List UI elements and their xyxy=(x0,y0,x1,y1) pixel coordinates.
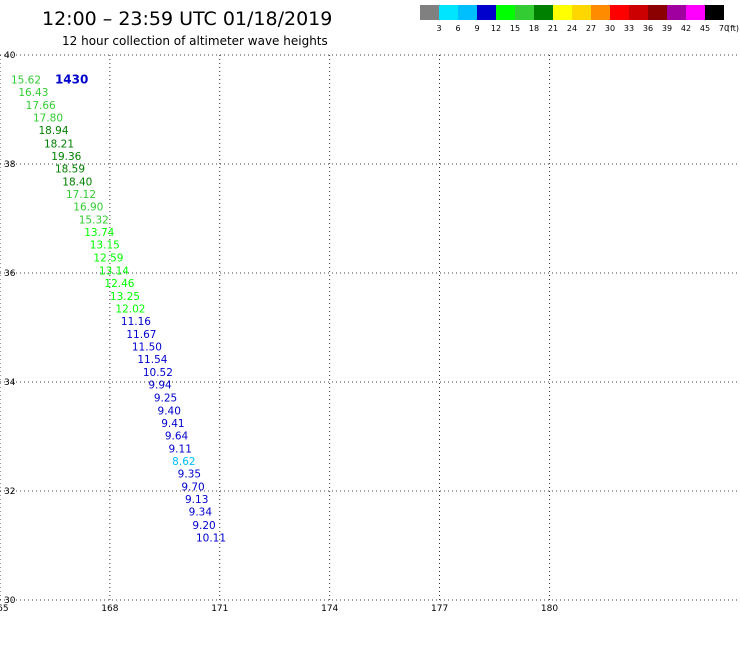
legend-bin-label: 42 xyxy=(681,24,691,33)
swh-point-label: 15.32 xyxy=(79,215,109,227)
legend-bin-label: 39 xyxy=(662,24,672,33)
swh-point-label: 9.40 xyxy=(158,405,181,417)
swh-point-label: 11.16 xyxy=(121,316,151,328)
axis-labels: 40 38 36 34 32 30165 168 171 174 177 180 xyxy=(0,51,558,614)
color-legend: 3 6 9 12 15 18 21 24 27 30 33 36 39 42 45 70(ft) xyxy=(420,5,739,33)
swh-point-label: 13.14 xyxy=(99,265,129,277)
swh-point-label: 9.20 xyxy=(192,520,215,532)
swh-point-label: 11.54 xyxy=(137,354,167,366)
swh-point-label: 9.41 xyxy=(161,418,184,430)
swh-point-label: 12.02 xyxy=(115,303,145,315)
swh-point-label: 17.80 xyxy=(33,113,63,125)
swh-point-label: 18.59 xyxy=(55,163,85,175)
swh-point-label: 10.52 xyxy=(143,367,173,379)
legend-swatch xyxy=(610,5,629,20)
longitude-label: 171 xyxy=(211,604,228,614)
legend-swatch xyxy=(686,5,705,20)
legend-swatch xyxy=(667,5,686,20)
swh-point-label: 13.25 xyxy=(110,291,140,303)
legend-bin-label: 45 xyxy=(700,24,710,33)
legend-bin-label: 33 xyxy=(624,24,634,33)
latitude-label: 40 xyxy=(4,51,16,61)
legend-bin-label: 70 xyxy=(719,24,729,33)
page-subtitle: 12 hour collection of altimeter wave hei… xyxy=(62,34,328,48)
swh-point-label: 9.70 xyxy=(181,482,204,494)
legend-bin-label: 3 xyxy=(436,24,441,33)
swh-point-label: 16.43 xyxy=(18,87,48,99)
pass-time-label: 1430 xyxy=(55,73,88,87)
swh-point-label: 11.67 xyxy=(126,329,156,341)
longitude-label: 168 xyxy=(101,604,118,614)
swh-point-label: 9.64 xyxy=(165,430,189,442)
swh-point-label: 15.62 xyxy=(11,75,41,87)
legend-swatch xyxy=(705,5,724,20)
legend-swatch xyxy=(648,5,667,20)
legend-swatch xyxy=(420,5,439,20)
swh-point-label: 13.15 xyxy=(90,240,120,252)
legend-bin-label: 15 xyxy=(510,24,520,33)
legend-swatch xyxy=(553,5,572,20)
legend-bin-label: 21 xyxy=(548,24,558,33)
latitude-label: 38 xyxy=(4,160,16,170)
swh-point-label: 17.66 xyxy=(26,100,56,112)
legend-swatch xyxy=(477,5,496,20)
swh-point-label: 11.50 xyxy=(132,342,162,354)
swh-point-label: 12.59 xyxy=(93,253,123,265)
swh-point-label: 18.21 xyxy=(44,138,74,150)
swh-point-label: 9.94 xyxy=(148,380,172,392)
swh-point-label: 13.74 xyxy=(84,227,114,239)
longitude-label: 165 xyxy=(0,604,9,614)
legend-swatch xyxy=(458,5,477,20)
latitude-label: 30 xyxy=(4,596,16,606)
swh-point-label: 16.90 xyxy=(73,202,103,214)
swh-point-label: 9.13 xyxy=(185,494,208,506)
swh-point-label: 8.62 xyxy=(172,456,195,468)
legend-bin-label: 30 xyxy=(605,24,615,33)
map-grid xyxy=(0,54,740,601)
legend-swatch xyxy=(496,5,515,20)
legend-swatch xyxy=(439,5,458,20)
legend-swatch xyxy=(572,5,591,20)
longitude-label: 177 xyxy=(431,604,448,614)
latitude-label: 34 xyxy=(4,378,16,388)
wave-height-points: 15.6216.4317.6617.8018.9418.2119.3618.59… xyxy=(11,75,226,545)
legend-unit-label: (ft) xyxy=(727,24,739,33)
swh-point-label: 18.40 xyxy=(62,176,92,188)
swh-point-label: 9.11 xyxy=(169,443,192,455)
legend-bin-label: 36 xyxy=(643,24,653,33)
legend-bin-label: 24 xyxy=(567,24,577,33)
longitude-label: 180 xyxy=(541,604,558,614)
latitude-label: 32 xyxy=(4,487,15,497)
legend-bin-label: 12 xyxy=(491,24,501,33)
swh-point-label: 9.35 xyxy=(178,469,201,481)
swh-point-label: 19.36 xyxy=(51,151,81,163)
legend-swatch xyxy=(534,5,553,20)
legend-bin-label: 9 xyxy=(474,24,479,33)
legend-swatch xyxy=(629,5,648,20)
swh-point-label: 12.46 xyxy=(104,278,134,290)
swh-point-label: 9.25 xyxy=(154,392,177,404)
legend-bin-label: 6 xyxy=(455,24,460,33)
swh-point-label: 18.94 xyxy=(38,125,68,137)
page-title: 12:00 – 23:59 UTC 01/18/2019 xyxy=(42,8,332,30)
legend-swatch xyxy=(515,5,534,20)
swh-point-label: 9.34 xyxy=(189,507,213,519)
longitude-label: 174 xyxy=(321,604,338,614)
swh-point-label: 10.11 xyxy=(196,532,226,544)
pass-time-labels: 1430 xyxy=(55,73,88,87)
swh-point-label: 17.12 xyxy=(66,189,96,201)
legend-swatch xyxy=(591,5,610,20)
latitude-label: 36 xyxy=(4,269,16,279)
legend-bin-label: 18 xyxy=(529,24,539,33)
legend-bin-label: 27 xyxy=(586,24,596,33)
